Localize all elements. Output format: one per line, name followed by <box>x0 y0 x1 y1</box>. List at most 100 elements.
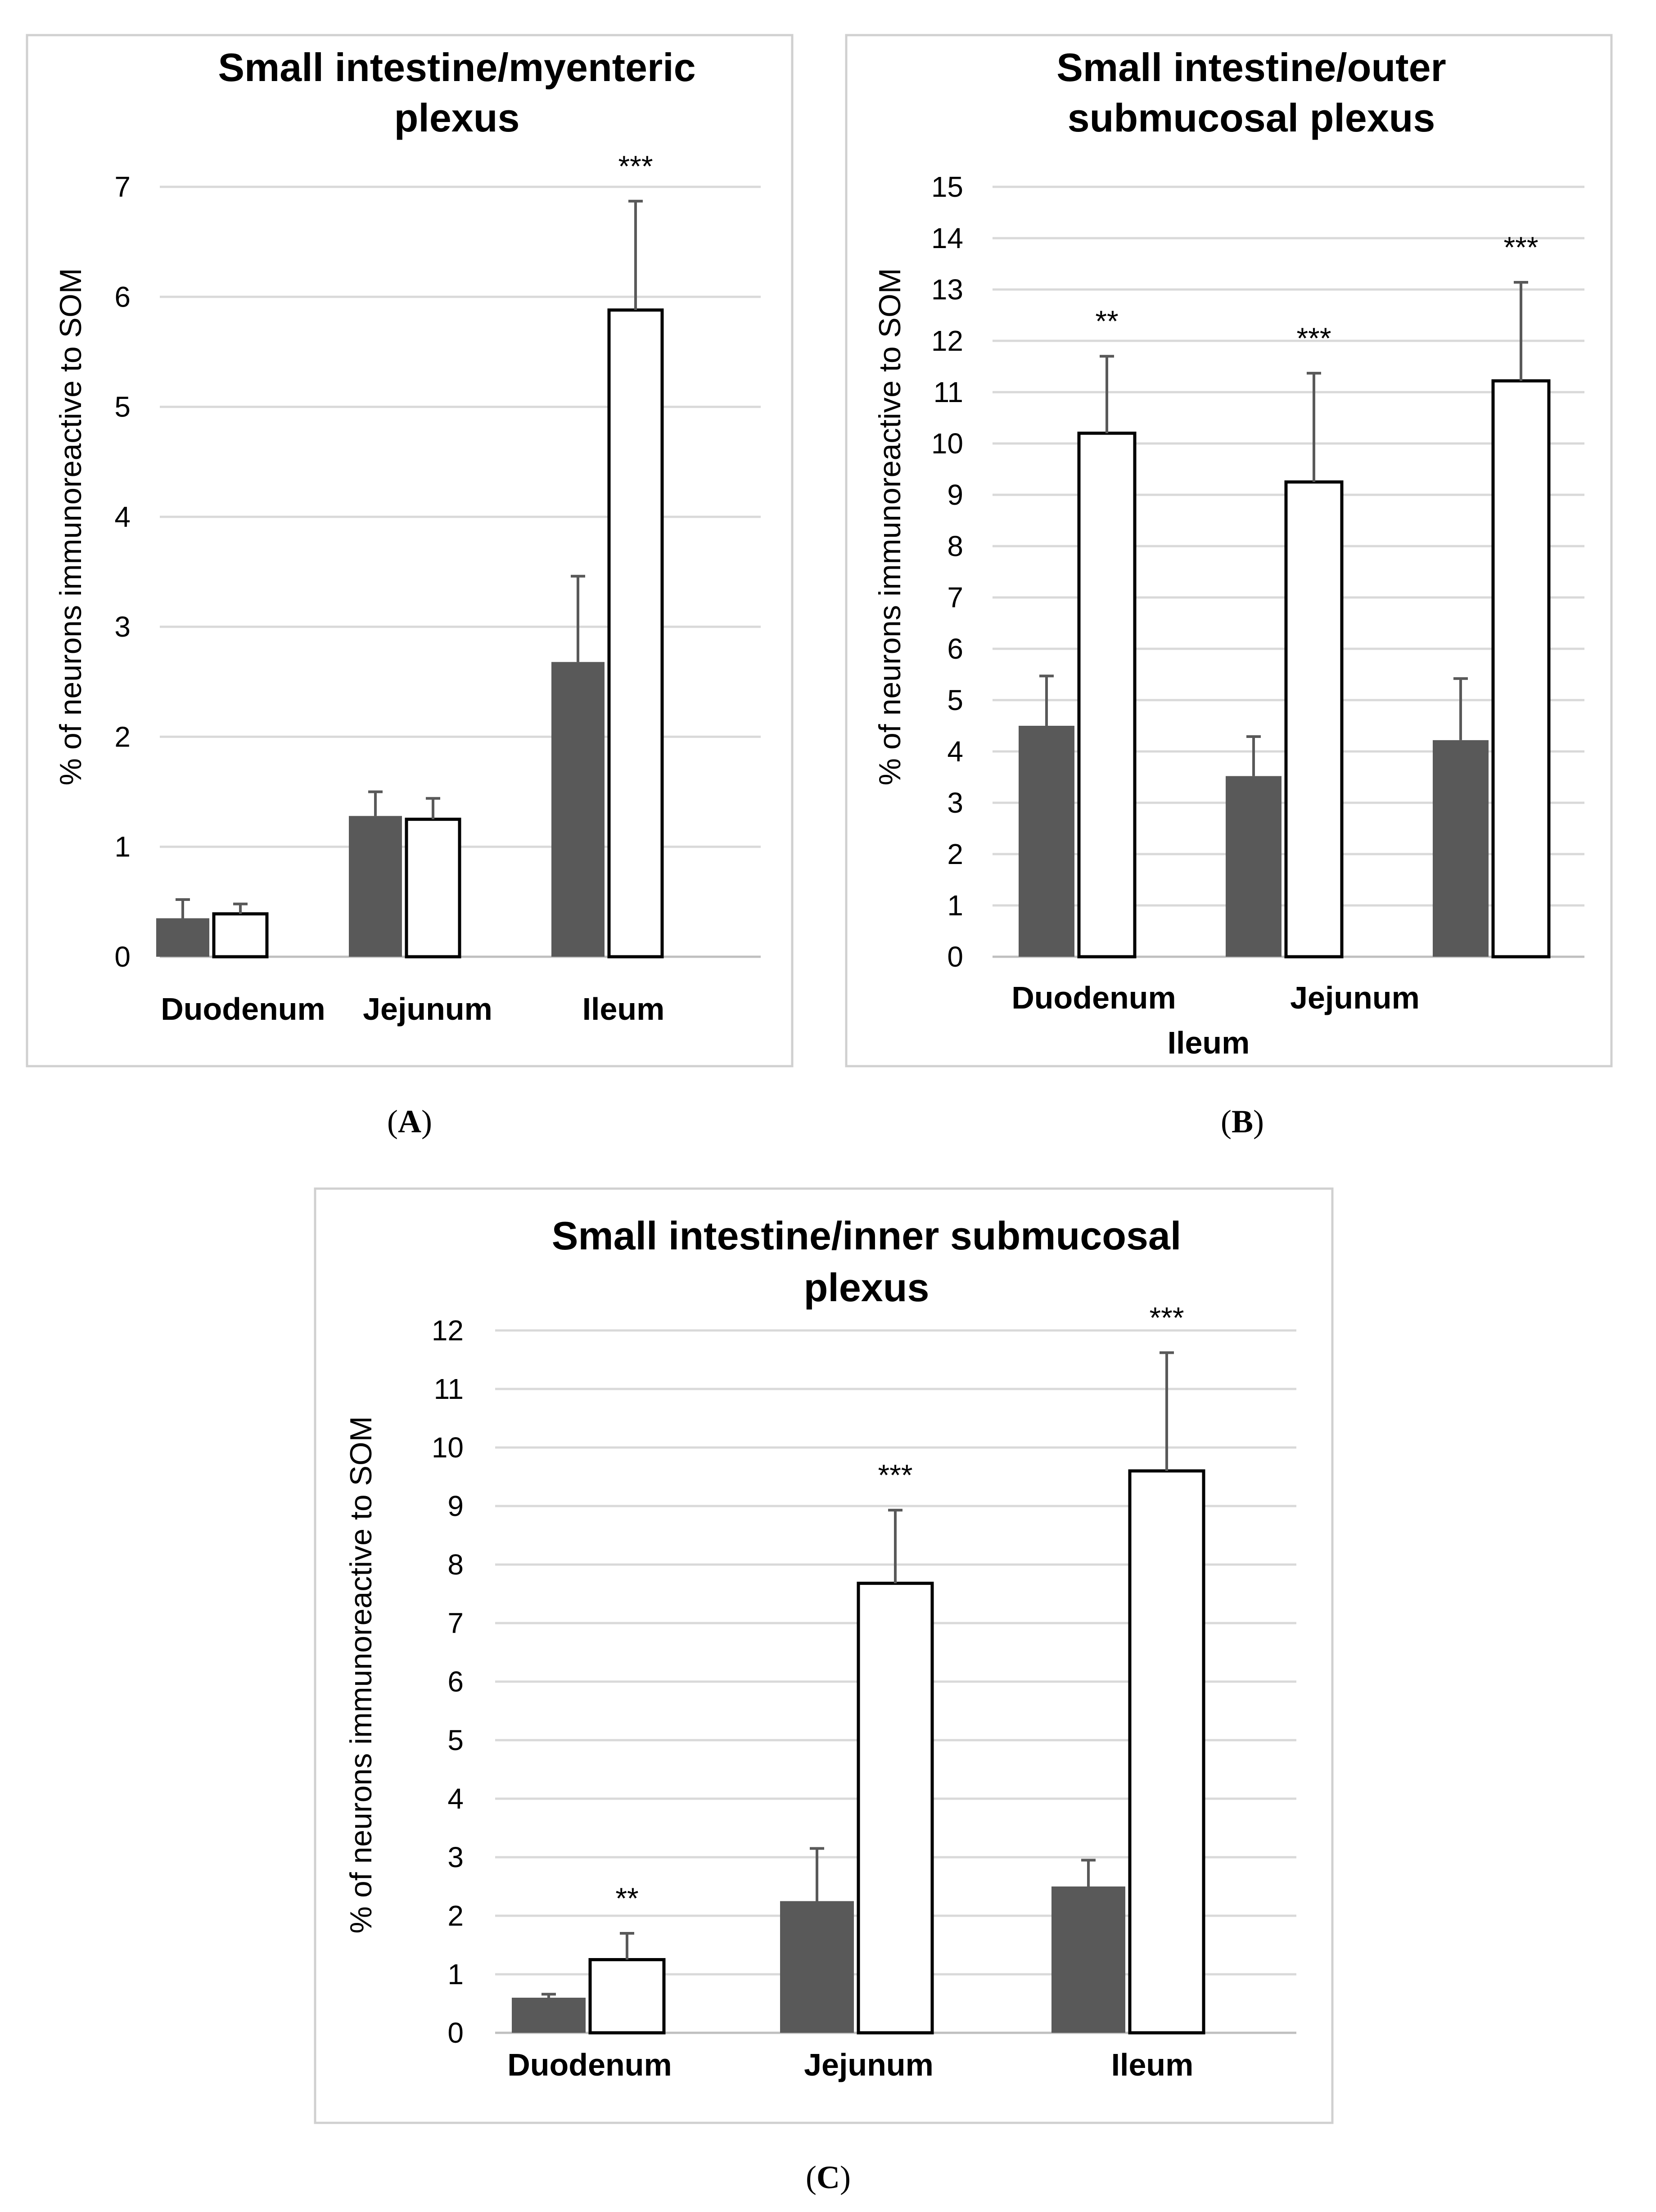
panel-b-bar-jejunum-control <box>1226 776 1281 957</box>
panel-a-category-ileum: Ileum <box>582 991 665 1027</box>
panel-a-y-ticks: 0 1 2 3 4 5 6 7 <box>114 171 131 973</box>
panel-c-category-duodenum: Duodenum <box>507 2047 672 2082</box>
panel-b-y-tick-13: 13 <box>931 273 963 306</box>
panel-c-bar-ileum-control <box>1051 1886 1125 2033</box>
panel-a-y-tick-6: 6 <box>114 280 131 313</box>
panel-a-y-tick-5: 5 <box>114 391 131 423</box>
panel-b-y-tick-12: 12 <box>931 325 963 357</box>
panel-c-bar-duodenum-control <box>512 1998 586 2033</box>
panel-c-y-tick-2: 2 <box>447 1900 464 1932</box>
panel-c-y-axis-label: % of neurons immunoreactive to SOM <box>344 1416 378 1934</box>
panel-b-y-tick-11: 11 <box>934 376 963 408</box>
panel-c-significance-ileum: *** <box>1149 1301 1184 1334</box>
panel-b-y-tick-6: 6 <box>947 633 963 665</box>
panel-b-bars <box>1019 379 1551 959</box>
panel-a-error-bars <box>176 199 643 918</box>
panel-a-y-axis-label: % of neurons immunoreactive to SOM <box>54 268 88 786</box>
panel-b-y-tick-10: 10 <box>931 427 963 460</box>
panel-a-bar-jejunum-experimental <box>405 818 461 959</box>
panel-b-y-tick-14: 14 <box>931 222 963 254</box>
panel-b-category-duodenum: Duodenum <box>1011 980 1176 1015</box>
panel-b-bar-ileum-control <box>1433 740 1489 957</box>
panel-c-title-line-2: plexus <box>804 1265 930 1310</box>
panel-b-bar-duodenum-control <box>1019 726 1074 957</box>
panel-c-significance-marks: ******** <box>615 1301 1184 1915</box>
panel-b-title-line-2: submucosal plexus <box>1068 95 1435 140</box>
panel-c-y-tick-3: 3 <box>447 1841 464 1873</box>
panel-a-caption: (A) <box>387 1104 432 1140</box>
panel-a-title-line-2: plexus <box>394 95 520 140</box>
panel-a-y-tick-3: 3 <box>114 611 131 643</box>
panel-c-bar-ileum-experimental <box>1128 1469 1205 2035</box>
panel-b-significance-duodenum: ** <box>1095 304 1118 338</box>
panel-c-y-tick-8: 8 <box>447 1548 464 1581</box>
panel-b-y-axis-label: % of neurons immunoreactive to SOM <box>873 268 907 786</box>
panel-a-y-tick-2: 2 <box>114 720 131 753</box>
panel-b-chart: Small intestine/outer submucosal plexus … <box>845 34 1613 1068</box>
panel-c-y-tick-12: 12 <box>432 1314 464 1347</box>
panel-c-y-tick-0: 0 <box>447 2017 464 2049</box>
panel-c-chart: Small intestine/inner submucosal plexus … <box>314 1187 1334 2124</box>
panel-c-category-labels: Duodenum Jejunum Ileum <box>507 2047 1193 2082</box>
panel-c-y-tick-9: 9 <box>447 1490 464 1522</box>
panel-b-significance-marks: ******** <box>1095 231 1538 355</box>
panel-a-bar-ileum-control <box>551 662 605 957</box>
panel-a-y-tick-7: 7 <box>114 171 131 203</box>
panel-c-y-tick-1: 1 <box>447 1958 464 1990</box>
panel-a-category-labels: Duodenum Jejunum Ileum <box>161 991 664 1027</box>
panel-c-bar-duodenum-experimental <box>588 1958 666 2035</box>
panel-b-caption: (B) <box>1221 1104 1264 1140</box>
panel-b-y-tick-7: 7 <box>947 581 963 614</box>
panel-b-y-tick-3: 3 <box>947 787 963 819</box>
panel-b-y-tick-1: 1 <box>947 889 963 922</box>
panel-c-significance-jejunum: *** <box>878 1458 912 1492</box>
panel-c-bar-jejunum-control <box>780 1901 854 2033</box>
panel-a-chart: Small intestine/myenteric plexus % of ne… <box>26 34 794 1068</box>
panel-b-significance-jejunum: *** <box>1296 321 1331 355</box>
panel-a-category-jejunum: Jejunum <box>363 991 492 1027</box>
panel-a-category-duodenum: Duodenum <box>161 991 325 1027</box>
panel-b-y-tick-9: 9 <box>947 479 963 511</box>
panel-c-y-tick-10: 10 <box>432 1431 464 1464</box>
panel-a-y-tick-4: 4 <box>114 501 131 533</box>
panel-b-bar-duodenum-experimental <box>1077 431 1137 959</box>
panel-c-y-tick-5: 5 <box>447 1724 464 1756</box>
panel-b-y-tick-15: 15 <box>931 171 963 203</box>
panel-a-y-tick-1: 1 <box>114 831 131 863</box>
panel-b-error-bars <box>1039 281 1528 776</box>
panel-a-significance-ileum: *** <box>618 149 653 183</box>
panel-c-y-tick-11: 11 <box>434 1373 464 1405</box>
panel-a-bar-jejunum-control <box>349 816 402 957</box>
panel-c-bar-jejunum-experimental <box>857 1582 934 2035</box>
panel-a-bar-duodenum-experimental <box>212 912 269 959</box>
panel-a-bars <box>156 308 664 959</box>
panel-b-category-jejunum: Jejunum <box>1290 980 1420 1015</box>
panel-c-significance-duodenum: ** <box>615 1882 638 1915</box>
panel-c-error-bars <box>541 1351 1174 1998</box>
panel-a-bar-ileum-experimental <box>607 308 664 959</box>
panel-b-category-ileum: Ileum <box>1168 1025 1250 1060</box>
panel-a-y-tick-0: 0 <box>114 941 131 973</box>
panel-b-y-tick-8: 8 <box>947 530 963 562</box>
panel-c-title-line-1: Small intestine/inner submucosal <box>552 1213 1182 1258</box>
panel-b-category-labels: Duodenum Jejunum Ileum <box>1011 980 1420 1060</box>
panel-c-bars <box>512 1469 1205 2035</box>
panel-c-category-jejunum: Jejunum <box>804 2047 934 2082</box>
panel-b-y-tick-4: 4 <box>947 735 963 768</box>
panel-a-significance-marks: *** <box>618 149 653 183</box>
panel-c-y-tick-4: 4 <box>447 1782 464 1815</box>
panel-c-category-ileum: Ileum <box>1111 2047 1194 2082</box>
panel-c-y-tick-7: 7 <box>447 1607 464 1639</box>
panel-a-title-line-1: Small intestine/myenteric <box>218 45 695 90</box>
panel-b-y-tick-0: 0 <box>947 941 963 973</box>
panel-b-title-line-1: Small intestine/outer <box>1056 45 1446 90</box>
panel-b-y-tick-2: 2 <box>947 838 963 870</box>
panel-b-bar-ileum-experimental <box>1491 379 1551 959</box>
panel-a-bar-duodenum-control <box>156 918 209 957</box>
panel-b-bar-jejunum-experimental <box>1284 480 1344 959</box>
panel-c-y-tick-6: 6 <box>447 1665 464 1698</box>
panel-b-y-tick-5: 5 <box>947 684 963 716</box>
